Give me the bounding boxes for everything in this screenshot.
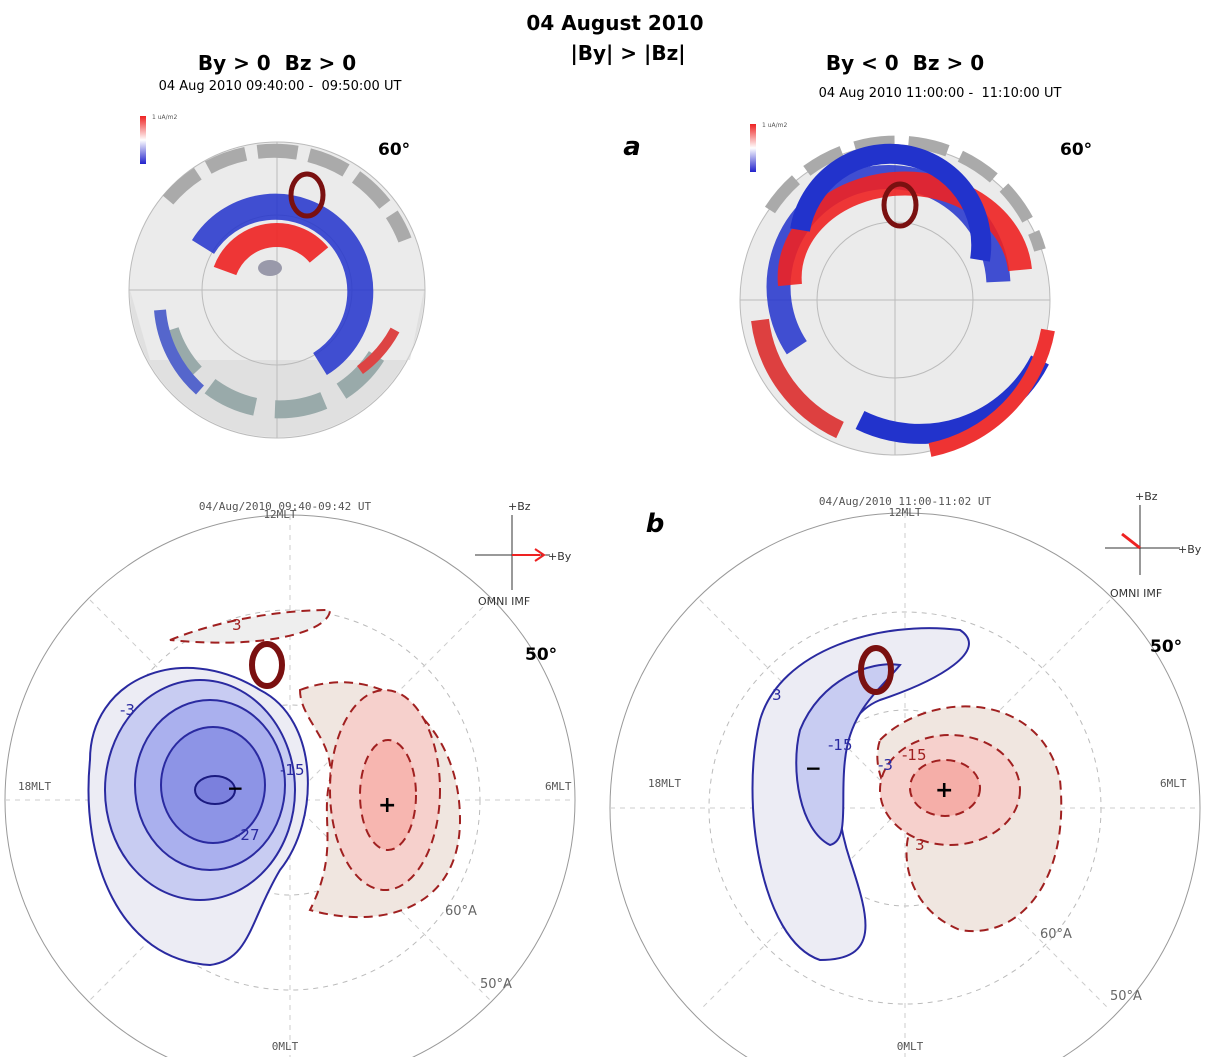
mlt-label: 0MLT [272, 1040, 299, 1053]
sign-minus: − [805, 756, 822, 780]
imf-label: +By [548, 550, 572, 563]
contour-label: 3 [772, 686, 782, 704]
latitude-label: 60°A [445, 904, 477, 919]
convection-map [4, 514, 576, 1057]
mlt-label: 18MLT [648, 777, 681, 790]
mlt-label: 18MLT [18, 780, 51, 793]
sign-plus: + [378, 793, 396, 818]
panel-title: By > 0 Bz > 0 [198, 51, 356, 75]
contour-label: -15 [280, 761, 305, 779]
contour-label: 3 [915, 836, 925, 854]
mlt-label: 12MLT [263, 508, 296, 521]
figure-title: 04 August 2010 [526, 11, 703, 35]
imf-label: OMNI IMF [1110, 587, 1162, 600]
contour-label: -3 [120, 701, 135, 719]
latitude-label: 50° [525, 645, 557, 665]
contour-label: -15 [828, 736, 853, 754]
imf-label: +By [1178, 543, 1202, 556]
sign-minus: − [227, 776, 244, 800]
mlt-label: 12MLT [888, 506, 921, 519]
panel-time: 04/Aug/2010 11:00-11:02 UT [819, 495, 992, 508]
panel-label: b [646, 509, 665, 539]
contour-label: -15 [902, 746, 927, 764]
polar-map [128, 116, 426, 439]
latitude-label: 50° [1150, 637, 1182, 657]
latitude-label: 60° [378, 140, 410, 160]
imf-label: +Bz [508, 500, 531, 513]
panel-title: By < 0 Bz > 0 [826, 51, 984, 75]
panel-label: a [623, 132, 641, 162]
imf-label: +Bz [1135, 490, 1158, 503]
polar-map [739, 124, 1055, 457]
panel-time: 04/Aug/2010 09:40-09:42 UT [199, 500, 372, 513]
figure-subtitle: |By| > |Bz| [570, 41, 685, 65]
latitude-label: 50°A [1110, 989, 1142, 1004]
contour-label: -27 [235, 826, 260, 844]
colorbar-label: 1 uA/m2 [152, 114, 177, 121]
imf-label: OMNI IMF [478, 595, 530, 608]
mlt-label: 0MLT [897, 1040, 924, 1053]
latitude-label: 60°A [1040, 927, 1072, 942]
convection-map [609, 505, 1201, 1057]
contour-label: 3 [232, 616, 242, 634]
sign-plus: + [935, 778, 953, 803]
panel-time: 04 Aug 2010 09:40:00 - 09:50:00 UT [159, 79, 402, 94]
mlt-label: 6MLT [1160, 777, 1187, 790]
colorbar-label: 1 uA/m2 [762, 122, 787, 129]
latitude-label: 50°A [480, 977, 512, 992]
contour-label: -3 [878, 756, 893, 774]
panel-time: 04 Aug 2010 11:00:00 - 11:10:00 UT [819, 86, 1062, 101]
latitude-label: 60° [1060, 140, 1092, 160]
mlt-label: 6MLT [545, 780, 572, 793]
